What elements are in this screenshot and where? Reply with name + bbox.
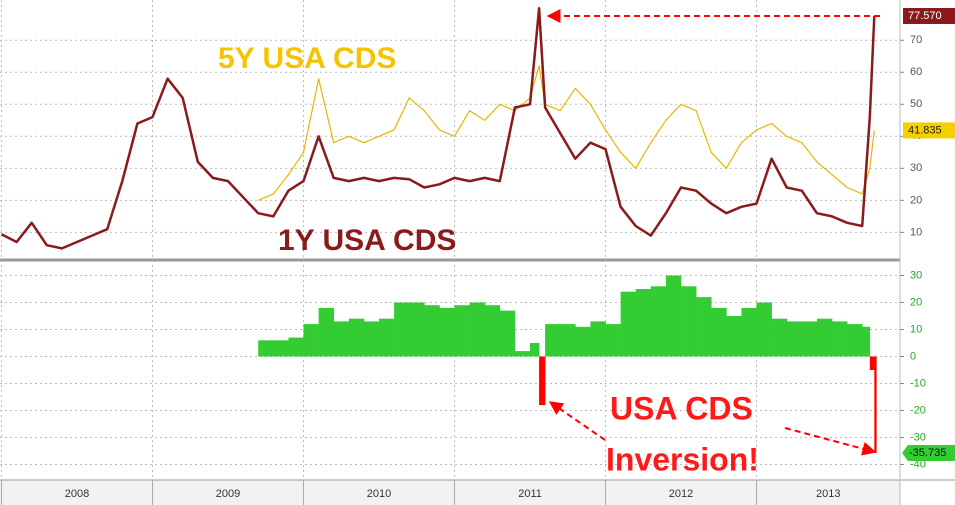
bar bbox=[469, 302, 486, 357]
bar bbox=[590, 321, 606, 357]
bar bbox=[539, 356, 546, 406]
bar bbox=[681, 286, 697, 357]
bar bbox=[409, 302, 425, 357]
bar bbox=[530, 343, 540, 357]
bar bbox=[832, 321, 848, 357]
value-label: 77.570 bbox=[908, 10, 942, 22]
y-tick-label: -10 bbox=[910, 377, 926, 389]
bar bbox=[333, 321, 350, 357]
y-tick-label: 20 bbox=[910, 194, 922, 206]
bar bbox=[862, 326, 871, 357]
bar bbox=[303, 324, 319, 357]
y-tick-label: 10 bbox=[910, 323, 922, 335]
y-tick-label: 10 bbox=[910, 226, 922, 238]
bar bbox=[650, 286, 667, 357]
x-axis-band bbox=[0, 480, 900, 505]
bar bbox=[771, 318, 788, 357]
bar bbox=[560, 324, 576, 357]
y-tick-label: -20 bbox=[910, 404, 926, 416]
bar bbox=[711, 307, 727, 357]
bar bbox=[869, 356, 875, 370]
value-label: -35.735 bbox=[909, 447, 946, 459]
y-tick-label: 70 bbox=[910, 34, 922, 46]
y-tick-label: 30 bbox=[910, 269, 922, 281]
line bbox=[257, 65, 875, 201]
arrow bbox=[548, 401, 606, 441]
x-tick-label: 2008 bbox=[65, 488, 89, 500]
bar bbox=[756, 302, 772, 357]
bar bbox=[484, 305, 501, 357]
series-label: 5Y USA CDS bbox=[218, 42, 396, 75]
bar bbox=[575, 326, 591, 357]
y-tick-label: 30 bbox=[910, 162, 922, 174]
bar bbox=[499, 310, 516, 357]
x-tick-label: 2012 bbox=[669, 488, 693, 500]
bar bbox=[394, 302, 410, 357]
y-tick-label: 60 bbox=[910, 66, 922, 78]
bar bbox=[605, 324, 621, 357]
y-tick-label: -40 bbox=[910, 458, 926, 470]
arrow bbox=[784, 427, 877, 456]
x-tick-label: 2010 bbox=[367, 488, 391, 500]
bar bbox=[363, 321, 380, 357]
x-tick-label: 2013 bbox=[816, 488, 840, 500]
annotation: USA CDS bbox=[610, 390, 753, 426]
bar bbox=[514, 351, 531, 357]
bar bbox=[545, 324, 561, 357]
series-label: 1Y USA CDS bbox=[278, 224, 456, 257]
bar bbox=[816, 318, 833, 357]
arrows bbox=[546, 9, 880, 456]
bar bbox=[318, 307, 335, 357]
bar bbox=[847, 324, 863, 357]
value-badge bbox=[902, 444, 955, 461]
value-badge bbox=[903, 122, 955, 139]
bar bbox=[635, 289, 652, 357]
y-tick-label: 0 bbox=[910, 350, 916, 362]
bar bbox=[439, 307, 455, 357]
bar bbox=[454, 305, 470, 357]
line bbox=[0, 6, 876, 250]
y-tick-label: 50 bbox=[910, 98, 922, 110]
bar bbox=[741, 307, 757, 357]
bar bbox=[786, 321, 803, 357]
x-tick-label: 2009 bbox=[216, 488, 240, 500]
y-tick-label: 20 bbox=[910, 296, 922, 308]
bar bbox=[258, 340, 274, 357]
bar bbox=[424, 305, 440, 357]
bar bbox=[288, 337, 304, 357]
x-tick-label: 2011 bbox=[518, 488, 542, 500]
bar bbox=[696, 297, 712, 357]
bar bbox=[874, 356, 877, 453]
bar bbox=[348, 318, 365, 357]
bar bbox=[273, 340, 289, 357]
annotation: Inversion! bbox=[606, 441, 759, 477]
value-badge bbox=[903, 7, 955, 24]
value-label: 41.835 bbox=[908, 124, 942, 136]
bar bbox=[620, 291, 637, 357]
bar bbox=[801, 321, 818, 357]
bar bbox=[379, 318, 395, 357]
y-tick-label: -30 bbox=[910, 431, 926, 443]
bar bbox=[726, 316, 742, 357]
bar bbox=[665, 275, 682, 357]
